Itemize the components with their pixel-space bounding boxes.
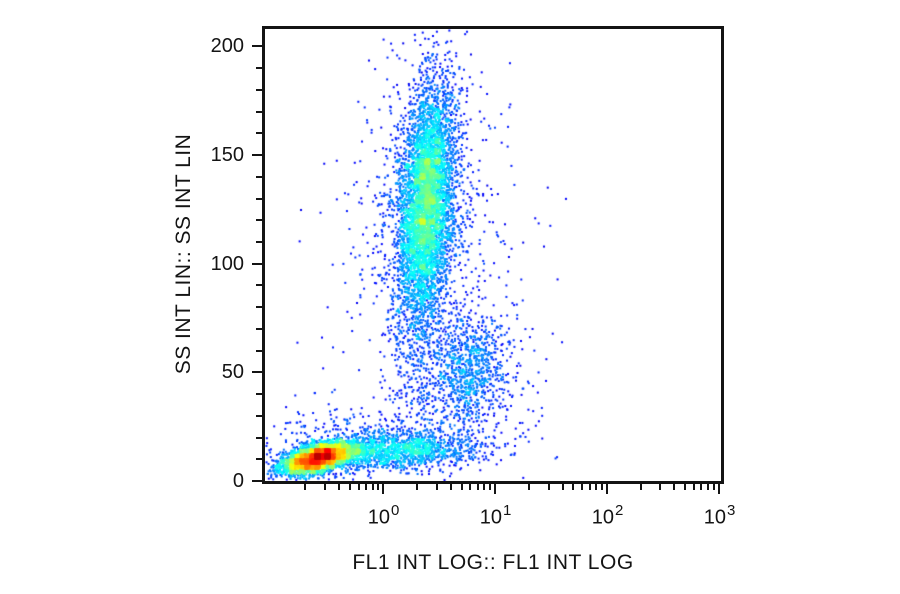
y-minor-tick [256, 393, 262, 395]
x-minor-tick [358, 484, 360, 490]
x-minor-tick [640, 484, 642, 490]
x-major-tick [382, 484, 384, 494]
x-minor-tick [673, 484, 675, 490]
x-minor-tick [349, 484, 351, 490]
y-minor-tick [256, 241, 262, 243]
x-minor-tick [528, 484, 530, 490]
y-tick-label: 0 [232, 470, 244, 492]
x-minor-tick [693, 484, 695, 490]
x-major-tick [494, 484, 496, 494]
x-minor-tick [436, 484, 438, 490]
y-tick-label: 200 [210, 35, 244, 57]
x-minor-tick [377, 484, 379, 490]
x-minor-tick [707, 484, 709, 490]
x-tick-label: 102 [591, 502, 624, 529]
x-tick-label: 103 [703, 502, 736, 529]
x-minor-tick [489, 484, 491, 490]
y-major-tick [252, 371, 262, 373]
y-major-tick [252, 480, 262, 482]
x-minor-tick [416, 484, 418, 490]
x-minor-tick [601, 484, 603, 490]
y-minor-tick [256, 328, 262, 330]
y-minor-tick [256, 111, 262, 113]
x-minor-tick [477, 484, 479, 490]
y-tick-label: 100 [210, 253, 244, 275]
y-tick-label: 50 [221, 361, 244, 383]
x-minor-tick [700, 484, 702, 490]
x-minor-tick [324, 484, 326, 490]
x-minor-tick [365, 484, 367, 490]
y-minor-tick [256, 415, 262, 417]
y-tick-label: 150 [210, 144, 244, 166]
x-axis-title: FL1 INT LOG:: FL1 INT LOG [352, 551, 634, 574]
x-minor-tick [450, 484, 452, 490]
x-minor-tick [562, 484, 564, 490]
y-minor-tick [256, 176, 262, 178]
y-minor-tick [256, 350, 262, 352]
x-minor-tick [581, 484, 583, 490]
x-tick-label: 101 [479, 502, 512, 529]
x-tick-label: 100 [367, 502, 400, 529]
x-minor-tick [483, 484, 485, 490]
scatter-points-canvas [265, 29, 721, 481]
y-minor-tick [256, 458, 262, 460]
x-minor-tick [713, 484, 715, 490]
y-major-tick [252, 263, 262, 265]
x-minor-tick [572, 484, 574, 490]
y-axis-title: SS INT LIN:: SS INT LIN [172, 133, 195, 375]
x-minor-tick [304, 484, 306, 490]
x-minor-tick [659, 484, 661, 490]
x-minor-tick [684, 484, 686, 490]
x-minor-tick [548, 484, 550, 490]
y-minor-tick [256, 67, 262, 69]
y-minor-tick [256, 437, 262, 439]
y-minor-tick [256, 198, 262, 200]
x-minor-tick [372, 484, 374, 490]
y-major-tick [252, 154, 262, 156]
x-minor-tick [338, 484, 340, 490]
x-major-tick [606, 484, 608, 494]
y-major-tick [252, 45, 262, 47]
y-minor-tick [256, 219, 262, 221]
x-minor-tick [595, 484, 597, 490]
y-minor-tick [256, 284, 262, 286]
y-minor-tick [256, 132, 262, 134]
x-major-tick [718, 484, 720, 494]
x-minor-tick [589, 484, 591, 490]
y-minor-tick [256, 89, 262, 91]
y-minor-tick [256, 306, 262, 308]
x-minor-tick [461, 484, 463, 490]
x-minor-tick [469, 484, 471, 490]
